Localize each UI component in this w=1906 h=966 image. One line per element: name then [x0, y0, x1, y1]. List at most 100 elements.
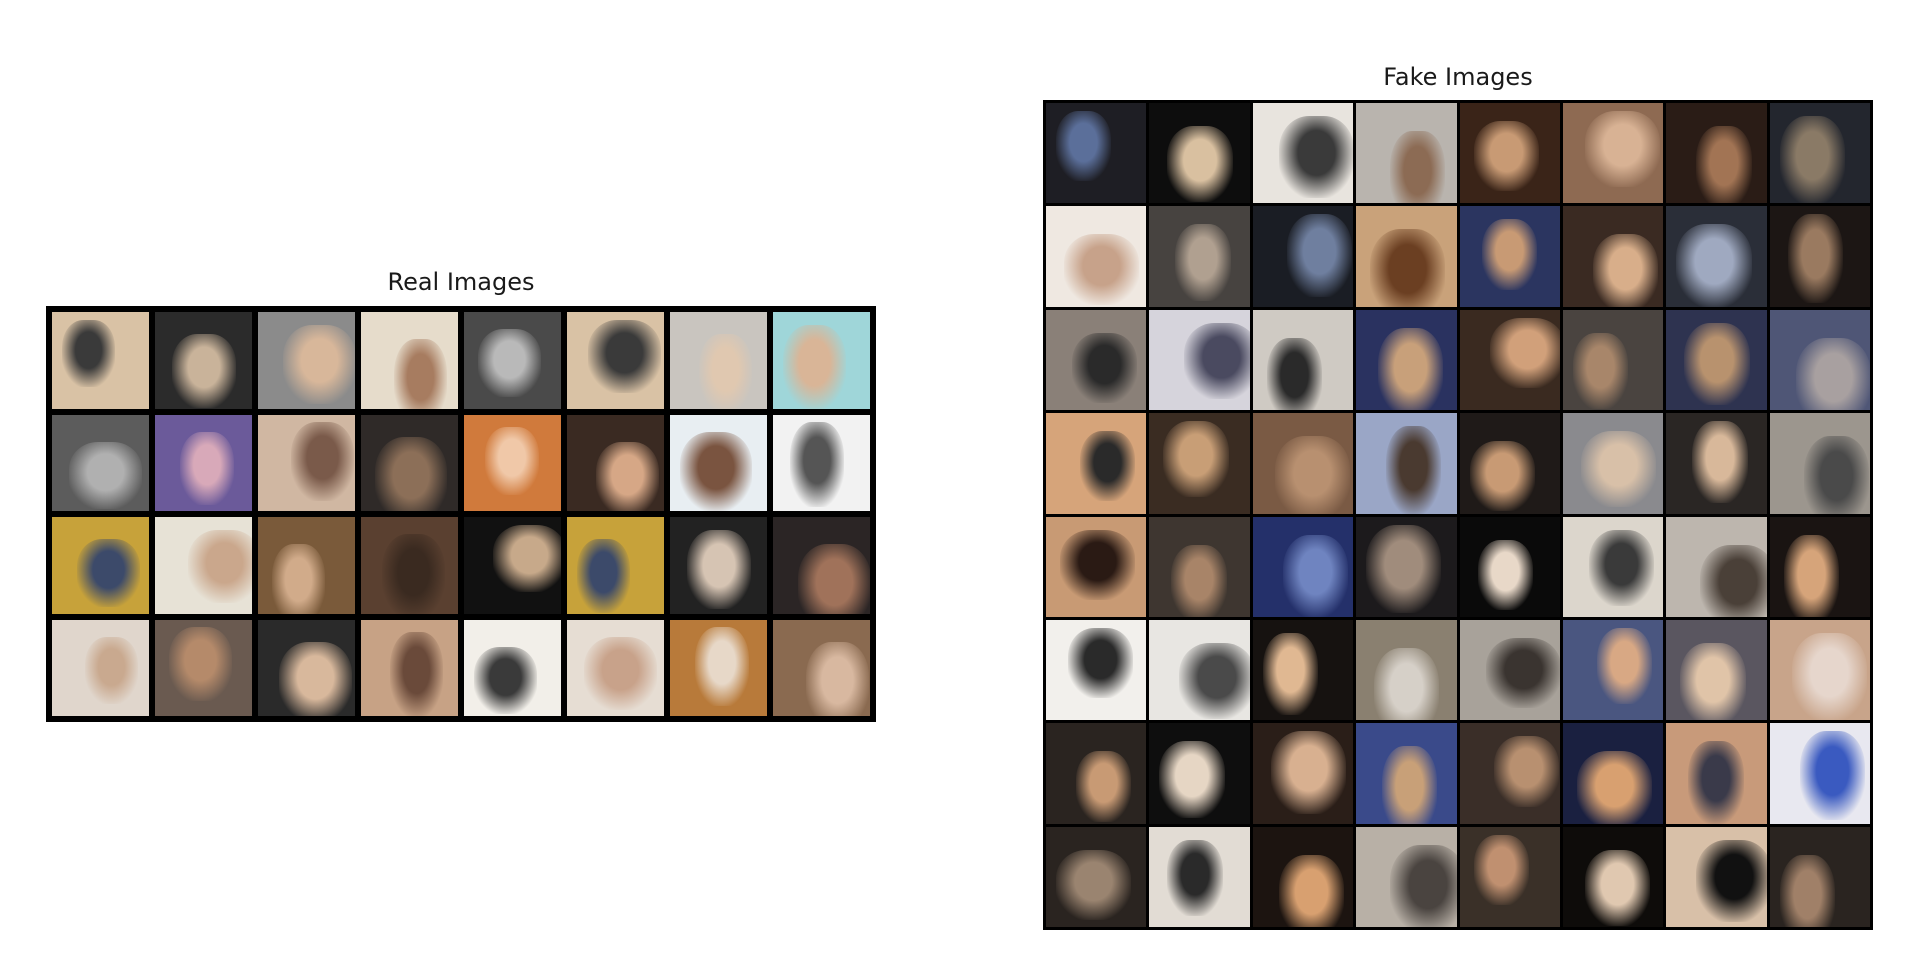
fake-image-tile-subject: [1266, 337, 1322, 411]
fake-image-tile-subject: [1696, 126, 1752, 204]
fake-image-tile: [1562, 516, 1664, 617]
fake-image-tile: [1149, 723, 1250, 824]
fake-image-tile-subject: [1493, 736, 1559, 807]
fake-image-tile-subject: [1572, 332, 1629, 410]
fake-image-tile-subject: [1386, 426, 1442, 514]
fake-image-tile: [1046, 103, 1147, 204]
fake-image-tile-subject: [1167, 126, 1233, 203]
fake-image-tile: [1252, 309, 1354, 411]
fake-image-tile: [1252, 723, 1354, 824]
real-images-title: Real Images: [387, 268, 535, 296]
real-image-tile: [670, 619, 767, 716]
fake-image-tile-subject: [1056, 111, 1112, 182]
real-image-tile: [361, 312, 458, 409]
real-image-tile-subject: [584, 636, 658, 711]
real-image-tile: [361, 619, 458, 716]
real-image-tile: [155, 619, 252, 716]
real-image-tile: [567, 414, 664, 511]
real-image-tile-subject: [271, 544, 325, 614]
fake-image-tile-subject: [1282, 534, 1349, 617]
real-image-tile-subject: [473, 646, 537, 715]
real-image-tile-subject: [374, 436, 448, 511]
fake-image-tile: [1459, 103, 1560, 204]
fake-image-tile-subject: [1799, 731, 1865, 820]
real-image-tile: [567, 312, 664, 409]
fake-image-tile: [1666, 103, 1767, 204]
real-image-tile: [773, 312, 870, 409]
fake-image-tile-subject: [1485, 637, 1560, 709]
fake-image-tile-subject: [1588, 529, 1655, 606]
real-image-tile-subject: [283, 324, 355, 404]
fake-image-tile-subject: [1270, 731, 1347, 814]
fake-image-tile: [1769, 826, 1870, 927]
fake-image-tile: [1046, 723, 1147, 824]
real-image-tile-subject: [805, 641, 870, 716]
fake-image-tile-subject: [1056, 849, 1132, 920]
fake-image-tile-subject: [1700, 544, 1767, 617]
fake-image-tile-subject: [1779, 854, 1835, 927]
real-image-tile-subject: [187, 529, 252, 603]
fake-image-tile-subject: [1390, 844, 1457, 927]
fake-image-tile-subject: [1370, 229, 1446, 307]
real-image-tile-subject: [393, 339, 448, 409]
fake-image-tile: [1149, 206, 1250, 307]
fake-image-tile: [1562, 206, 1664, 307]
fake-image-tile-subject: [1262, 632, 1318, 716]
fake-image-tile: [1562, 309, 1664, 411]
real-image-tile: [52, 414, 149, 511]
real-image-tile: [567, 619, 664, 716]
fake-image-tile-subject: [1366, 524, 1442, 613]
fake-image-tile: [1149, 309, 1250, 411]
fake-image-tile-subject: [1592, 234, 1659, 307]
fake-image-tile-subject: [1688, 741, 1744, 824]
fake-image-tile-subject: [1286, 214, 1353, 297]
fake-image-tile-subject: [1473, 834, 1529, 905]
real-image-tile-subject: [61, 319, 116, 388]
fake-image-tile-subject: [1803, 436, 1869, 514]
real-image-tile: [52, 312, 149, 409]
real-image-tile-subject: [69, 441, 143, 510]
fake-image-tile-subject: [1696, 839, 1767, 922]
fake-image-tile: [1046, 516, 1147, 617]
fake-image-tile: [1356, 309, 1457, 411]
fake-image-tile-subject: [1278, 116, 1354, 199]
fake-image-tile: [1459, 309, 1560, 411]
fake-image-tile-subject: [1171, 544, 1227, 617]
fake-image-tile-subject: [1597, 627, 1653, 705]
real-image-tile: [773, 517, 870, 614]
fake-image-tile: [1356, 413, 1457, 514]
fake-image-tile-subject: [1060, 529, 1136, 600]
fake-image-tile-subject: [1064, 234, 1140, 305]
fake-image-tile: [1666, 309, 1767, 411]
fake-image-tile-subject: [1274, 436, 1351, 514]
fake-image-tile: [1149, 619, 1250, 721]
fake-image-tile-subject: [1787, 214, 1843, 303]
real-images-grid: [46, 306, 876, 722]
fake-image-tile-subject: [1584, 111, 1661, 188]
fake-image-tile-subject: [1378, 327, 1444, 411]
real-image-tile-subject: [782, 324, 846, 409]
real-image-tile-subject: [687, 529, 751, 609]
real-image-tile-subject: [382, 534, 446, 614]
real-image-tile-subject: [180, 431, 234, 506]
fake-images-title: Fake Images: [1383, 63, 1533, 91]
real-image-tile: [361, 517, 458, 614]
fake-image-tile-subject: [1179, 642, 1250, 720]
real-image-tile-subject: [596, 441, 660, 511]
fake-image-tile: [1046, 826, 1147, 927]
fake-image-tile: [1149, 516, 1250, 617]
fake-image-tile-subject: [1072, 332, 1138, 404]
fake-image-tile-subject: [1076, 751, 1132, 822]
fake-image-tile-subject: [1477, 539, 1533, 610]
fake-image-tile-subject: [1163, 421, 1229, 498]
fake-image-tile: [1769, 103, 1870, 204]
fake-image-tile: [1356, 206, 1457, 307]
fake-image-tile: [1252, 206, 1354, 307]
fake-image-tile: [1252, 619, 1354, 721]
fake-image-tile: [1356, 516, 1457, 617]
fake-image-tile: [1356, 103, 1457, 204]
fake-image-tile-subject: [1791, 632, 1867, 721]
fake-image-tile-subject: [1481, 219, 1537, 290]
fake-image-tile: [1459, 516, 1560, 617]
real-image-tile: [464, 619, 561, 716]
